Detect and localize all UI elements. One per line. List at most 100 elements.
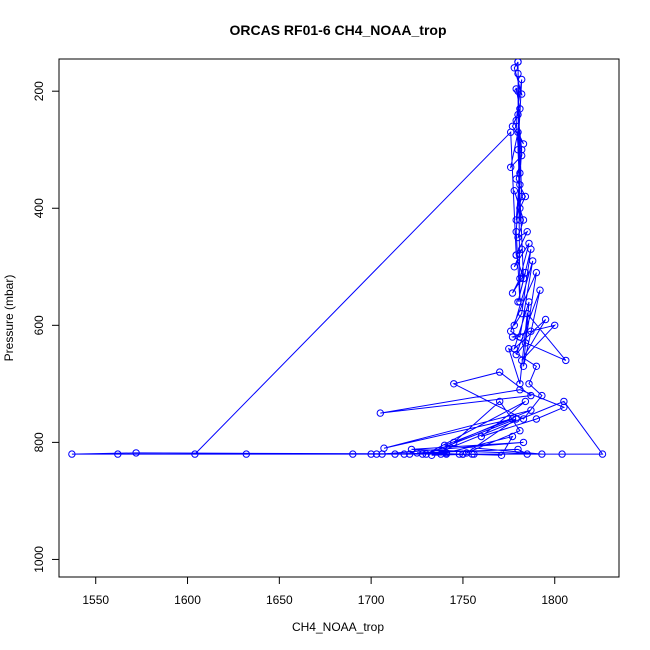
data-point bbox=[442, 450, 451, 458]
data-point bbox=[516, 204, 524, 213]
data-point bbox=[514, 445, 522, 454]
data-point bbox=[450, 380, 458, 388]
data-point bbox=[391, 450, 399, 458]
data-point bbox=[496, 397, 504, 406]
data-point bbox=[516, 333, 524, 341]
data-point bbox=[508, 432, 517, 441]
data-point bbox=[521, 192, 530, 201]
data-point bbox=[519, 438, 528, 447]
data-point bbox=[519, 415, 528, 423]
x-tick-label: 1650 bbox=[266, 593, 293, 607]
y-tick-label: 800 bbox=[32, 432, 46, 452]
chart-title: ORCAS RF01-6 CH4_NOAA_trop bbox=[229, 22, 446, 38]
data-point bbox=[536, 286, 544, 294]
data-point bbox=[558, 450, 566, 458]
data-point bbox=[514, 59, 522, 66]
data-point bbox=[598, 450, 607, 458]
data-point bbox=[507, 128, 515, 136]
data-point bbox=[508, 333, 517, 341]
data-point bbox=[242, 450, 251, 458]
data-point bbox=[462, 449, 471, 457]
data-point bbox=[514, 128, 522, 136]
data-point bbox=[450, 438, 458, 447]
data-point bbox=[440, 441, 449, 449]
x-tick-label: 1550 bbox=[82, 593, 109, 607]
data-point bbox=[560, 403, 568, 411]
data-point bbox=[532, 268, 541, 277]
data-point bbox=[518, 309, 526, 318]
data-point bbox=[496, 368, 504, 376]
data-point bbox=[525, 380, 533, 388]
y-axis: 200 400 600 800 1000 bbox=[32, 81, 60, 573]
data-point bbox=[518, 192, 526, 201]
data-point bbox=[413, 449, 421, 457]
data-point bbox=[510, 321, 518, 329]
data-point bbox=[378, 450, 386, 458]
data-point bbox=[132, 449, 140, 457]
data-point bbox=[541, 315, 550, 324]
data-point bbox=[400, 450, 408, 458]
data-point bbox=[514, 110, 522, 119]
data-point bbox=[516, 386, 524, 394]
data-point bbox=[518, 245, 526, 253]
data-point bbox=[406, 450, 414, 458]
data-point bbox=[422, 450, 430, 458]
data-point bbox=[514, 69, 522, 78]
x-axis: 1550 1600 1650 1700 1750 1800 bbox=[82, 576, 568, 607]
data-point bbox=[527, 245, 535, 253]
y-axis-label: Pressure (mbar) bbox=[2, 275, 16, 362]
data-point bbox=[68, 450, 76, 458]
data-point bbox=[525, 298, 533, 306]
y-tick-label: 600 bbox=[32, 315, 46, 335]
plot-frame bbox=[58, 58, 620, 578]
data-point bbox=[376, 409, 384, 417]
data-point bbox=[516, 427, 524, 435]
data-point bbox=[516, 169, 524, 177]
data-point bbox=[512, 251, 520, 259]
data-point bbox=[428, 451, 436, 459]
data-point bbox=[518, 356, 526, 365]
y-tick-label: 1000 bbox=[32, 546, 46, 573]
data-point bbox=[514, 146, 522, 154]
data-point bbox=[562, 356, 570, 365]
y-tick-label: 400 bbox=[32, 198, 46, 218]
data-point bbox=[191, 450, 199, 458]
data-point bbox=[459, 450, 467, 458]
data-point bbox=[508, 289, 517, 297]
series-line bbox=[71, 61, 604, 456]
x-tick-label: 1800 bbox=[541, 593, 568, 607]
data-point bbox=[514, 87, 522, 95]
data-point bbox=[521, 397, 530, 406]
data-point bbox=[455, 450, 463, 458]
data-point bbox=[516, 216, 524, 224]
data-point bbox=[516, 274, 524, 283]
plot-area bbox=[68, 59, 607, 459]
data-point bbox=[518, 146, 526, 154]
x-tick-label: 1600 bbox=[174, 593, 201, 607]
data-point bbox=[523, 228, 531, 236]
data-point bbox=[372, 450, 381, 458]
data-point bbox=[516, 181, 524, 189]
x-tick-label: 1700 bbox=[358, 593, 385, 607]
data-point bbox=[114, 450, 122, 458]
data-point bbox=[510, 64, 518, 72]
data-point bbox=[510, 187, 518, 195]
data-point bbox=[507, 163, 515, 172]
data-point bbox=[518, 75, 526, 84]
data-point bbox=[538, 391, 546, 400]
data-point bbox=[523, 450, 531, 458]
y-tick-label: 200 bbox=[32, 81, 46, 101]
data-point bbox=[477, 432, 485, 441]
data-point bbox=[529, 257, 537, 265]
data-point bbox=[512, 415, 520, 423]
data-point bbox=[523, 309, 531, 318]
data-point bbox=[468, 450, 476, 458]
data-point bbox=[512, 228, 520, 236]
data-point bbox=[538, 450, 546, 458]
data-point bbox=[560, 397, 568, 406]
data-point bbox=[519, 216, 528, 224]
data-point bbox=[418, 450, 427, 458]
data-point bbox=[527, 406, 535, 414]
data-point bbox=[516, 298, 524, 306]
